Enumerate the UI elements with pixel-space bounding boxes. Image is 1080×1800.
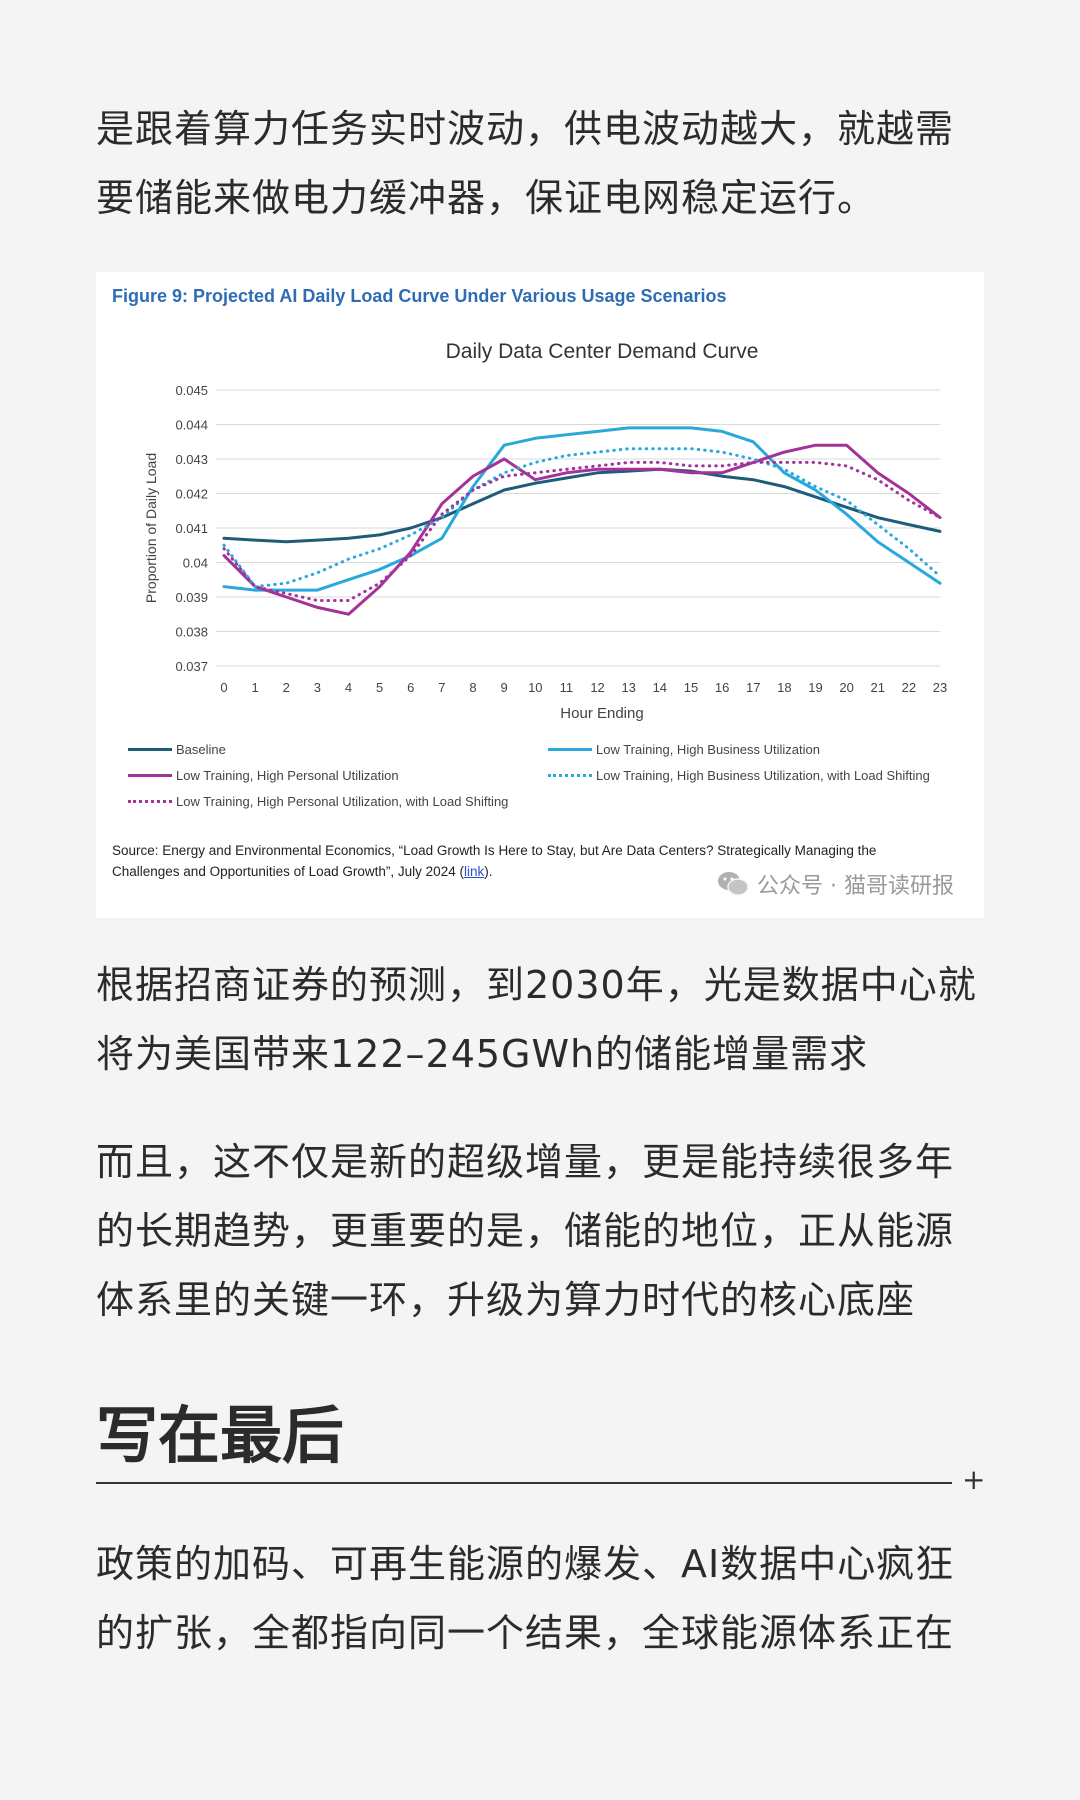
series-line-3 <box>222 447 942 589</box>
x-tick-label: 1 <box>252 680 259 695</box>
chart-title: Daily Data Center Demand Curve <box>446 340 759 363</box>
series-line-4 <box>222 460 942 602</box>
y-tick-label: 0.043 <box>175 452 208 467</box>
figure-image: Figure 9: Projected AI Daily Load Curve … <box>96 272 984 918</box>
x-axis-label: Hour Ending <box>560 705 643 722</box>
y-tick-label: 0.04 <box>183 556 208 571</box>
x-tick-label: 20 <box>839 680 853 695</box>
legend-item: Low Training, High Business Utilization,… <box>548 768 930 783</box>
paragraph-2: 根据招商证券的预测，到2030年，光是数据中心就将为美国带来122–245GWh… <box>96 963 977 1076</box>
legend-swatch <box>548 774 592 777</box>
paragraph-1: 是跟着算力任务实时波动，供电波动越大，就越需要储能来做电力缓冲器，保证电网稳定运… <box>96 107 955 220</box>
y-tick-label: 0.039 <box>175 590 208 605</box>
paragraph-3: 而且，这不仅是新的超级增量，更是能持续很多年的长期趋势，更重要的是，储能的地位，… <box>96 1140 955 1322</box>
series-line-0 <box>222 467 942 544</box>
x-tick-label: 4 <box>345 680 352 695</box>
x-tick-label: 9 <box>501 680 508 695</box>
wechat-icon <box>718 872 749 896</box>
series-line-1 <box>222 426 942 592</box>
x-tick-label: 19 <box>808 680 822 695</box>
source-text: Source: Energy and Environmental Economi… <box>112 843 877 879</box>
x-tick-label: 15 <box>684 680 698 695</box>
x-tick-label: 11 <box>560 680 574 695</box>
legend-item: Low Training, High Personal Utilization,… <box>128 794 508 809</box>
legend-label: Low Training, High Business Utilization,… <box>596 768 930 783</box>
line-chart: Daily Data Center Demand Curve0.0450.044… <box>143 340 947 722</box>
figure-caption: Figure 9: Projected AI Daily Load Curve … <box>112 286 727 306</box>
y-tick-label: 0.041 <box>175 521 208 536</box>
x-tick-label: 13 <box>621 680 635 695</box>
y-tick-label: 0.038 <box>175 625 208 640</box>
heading-divider <box>96 1482 952 1484</box>
y-tick-label: 0.045 <box>175 383 208 398</box>
legend-label: Baseline <box>176 742 226 757</box>
source-end: ). <box>484 864 493 879</box>
legend-swatch <box>128 800 172 803</box>
legend-label: Low Training, High Personal Utilization <box>176 768 399 783</box>
x-tick-label: 14 <box>653 680 667 695</box>
x-tick-label: 6 <box>407 680 414 695</box>
y-axis-label: Proportion of Daily Load <box>143 453 159 603</box>
section-heading: 写在最后 <box>96 1399 345 1472</box>
x-tick-label: 18 <box>777 680 791 695</box>
x-tick-label: 16 <box>715 680 729 695</box>
x-tick-label: 7 <box>438 680 445 695</box>
x-tick-label: 0 <box>220 680 227 695</box>
x-tick-label: 21 <box>871 680 885 695</box>
legend-item: Low Training, High Personal Utilization <box>128 768 399 783</box>
watermark-text: 公众号 · 猫哥读研报 <box>757 874 954 899</box>
x-tick-label: 22 <box>902 680 916 695</box>
legend-swatch <box>128 774 172 777</box>
x-tick-label: 12 <box>590 680 604 695</box>
x-tick-label: 2 <box>283 680 290 695</box>
plus-icon: + <box>962 1463 986 1496</box>
watermark: 公众号 · 猫哥读研报 <box>717 868 954 900</box>
legend-item: Low Training, High Business Utilization <box>548 742 820 757</box>
x-tick-label: 17 <box>746 680 760 695</box>
y-tick-label: 0.042 <box>175 487 208 502</box>
y-tick-label: 0.044 <box>175 418 208 433</box>
x-tick-label: 23 <box>933 680 947 695</box>
legend-swatch <box>128 748 172 751</box>
x-tick-label: 5 <box>376 680 383 695</box>
legend-swatch <box>548 748 592 751</box>
x-tick-label: 3 <box>314 680 321 695</box>
x-tick-label: 8 <box>469 680 476 695</box>
y-tick-label: 0.037 <box>175 659 208 674</box>
figure-source: Source: Energy and Environmental Economi… <box>112 840 932 882</box>
source-link[interactable]: link <box>463 864 485 879</box>
series-line-2 <box>222 443 942 616</box>
legend-label: Low Training, High Personal Utilization,… <box>176 794 509 809</box>
legend-item: Baseline <box>128 742 226 757</box>
paragraph-5: 政策的加码、可再生能源的爆发、AI数据中心疯狂的扩张，全都指向同一个结果，全球能… <box>96 1542 955 1655</box>
x-tick-label: 10 <box>528 680 542 695</box>
legend-label: Low Training, High Business Utilization <box>596 742 820 757</box>
